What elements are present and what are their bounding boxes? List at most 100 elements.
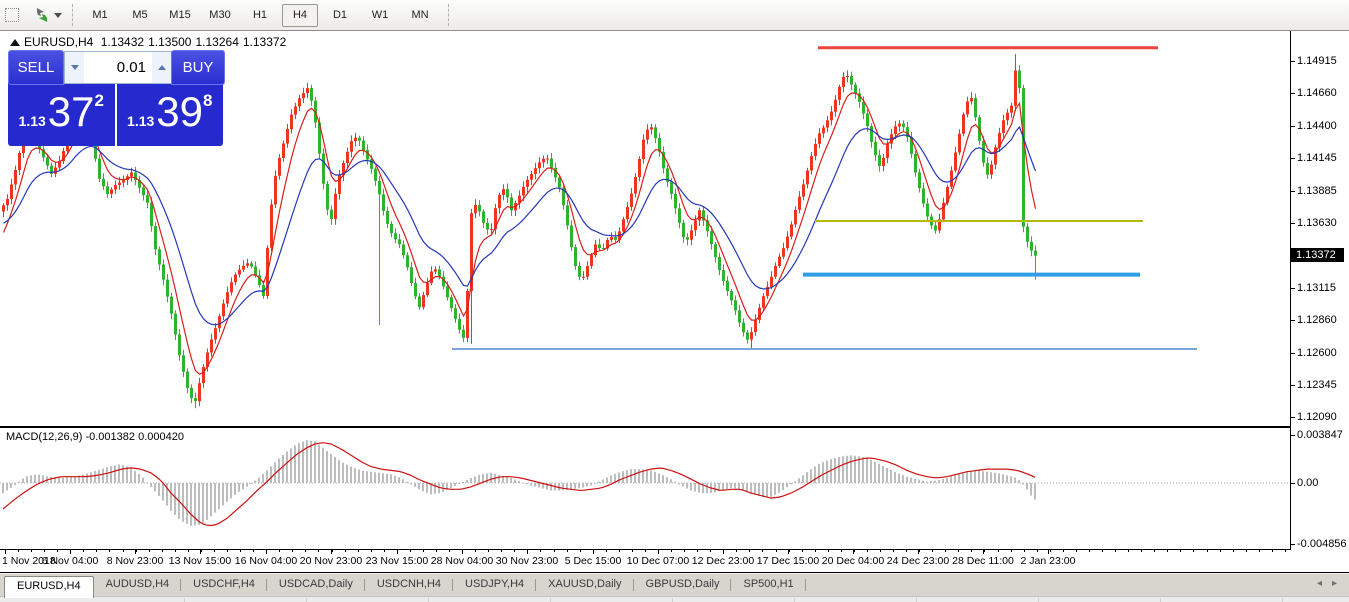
time-minor-tick: [828, 550, 829, 552]
time-minor-tick: [384, 550, 385, 552]
buy-button[interactable]: BUY: [171, 50, 225, 85]
chart-tab-USDCHF-H4[interactable]: USDCHF,H4: [181, 575, 267, 594]
chart-tab-AUDUSD-H4[interactable]: AUDUSD,H4: [94, 575, 182, 594]
time-minor-tick: [1167, 550, 1168, 552]
time-minor-tick: [188, 550, 189, 552]
time-minor-tick: [971, 550, 972, 552]
timeframe-button-D1[interactable]: D1: [332, 8, 348, 21]
sell-price-button[interactable]: 1.13 37 2: [8, 78, 117, 146]
time-major-tick: [527, 550, 528, 554]
timeframe-button-M30[interactable]: M30: [209, 8, 231, 21]
time-minor-tick: [1050, 550, 1051, 552]
time-axis-label: 10 Dec 07:00: [626, 555, 690, 567]
caret-up-icon: [157, 65, 166, 70]
panel-divider[interactable]: [0, 426, 1349, 428]
tab-scroll-left-icon[interactable]: ◂: [1316, 578, 1322, 589]
candlestick-chart: [2, 46, 1197, 409]
chart-tab-GBPUSD-Daily[interactable]: GBPUSD,Daily: [634, 575, 732, 594]
price-chart-panel[interactable]: EURUSD,H4 1.13432 1.13500 1.13264 1.13372 1…: [0, 31, 1290, 426]
time-major-tick: [200, 550, 201, 554]
time-minor-tick: [945, 550, 946, 552]
tab-scroll-right-icon[interactable]: ▸: [1331, 578, 1337, 589]
time-axis-label: 13 Nov 15:00: [168, 555, 232, 567]
time-minor-tick: [632, 550, 633, 552]
one-click-trading-panel: 1.13 37 2 1.13 39 8 SELL BUY: [8, 50, 225, 146]
time-major-tick: [70, 550, 71, 554]
time-axis[interactable]: 1 Nov 2018 6 Nov 04:00 8 Nov 23:00 13 Nov 1…: [0, 550, 1349, 572]
timeframes-dropdown-icon[interactable]: [30, 6, 64, 24]
trade-prices: 1.13 37 2 1.13 39 8: [8, 78, 223, 146]
chart-tab-USDJPY-H4[interactable]: USDJPY,H4: [453, 575, 537, 594]
sell-button[interactable]: SELL: [8, 50, 64, 85]
time-minor-tick: [1180, 550, 1181, 552]
buy-price-main: 39: [156, 88, 203, 135]
timeframe-button-H4[interactable]: H4: [282, 3, 318, 27]
panel-divider: [0, 572, 1349, 573]
caret-down-icon: [70, 65, 79, 70]
time-minor-tick: [292, 550, 293, 552]
macd-chart: [0, 440, 1290, 527]
timeframe-button-M15[interactable]: M15: [169, 8, 191, 21]
time-axis-label: 24 Dec 23:00: [886, 555, 950, 567]
time-minor-tick: [18, 550, 19, 552]
time-axis-label: 6 Nov 04:00: [41, 555, 99, 567]
chart-tab-USDCNH-H4[interactable]: USDCNH,H4: [365, 575, 454, 594]
chart-tab-EURUSD-H4[interactable]: EURUSD,H4: [4, 576, 94, 598]
time-minor-tick: [1220, 550, 1221, 552]
time-minor-tick: [305, 550, 306, 552]
timeframe-button-M1[interactable]: M1: [92, 8, 108, 21]
time-minor-tick: [1102, 550, 1103, 552]
time-minor-tick: [358, 550, 359, 552]
time-minor-tick: [1259, 550, 1260, 552]
high-value: 1.13500: [148, 35, 192, 49]
time-minor-tick: [710, 550, 711, 552]
macd-indicator-panel[interactable]: MACD(12,26,9) -0.001382 0.000420: [0, 428, 1290, 549]
chart-selection-icon[interactable]: [5, 6, 24, 24]
time-axis-label: 20 Dec 04:00: [821, 555, 885, 567]
time-major-tick: [918, 550, 919, 554]
time-major-tick: [658, 550, 659, 554]
volume-decrease-button[interactable]: [65, 52, 84, 83]
chart-tab-XAUUSD-Daily[interactable]: XAUUSD,Daily: [536, 575, 634, 594]
volume-input[interactable]: [84, 52, 152, 83]
time-minor-tick: [932, 550, 933, 552]
price-tick-label: 1.13630: [1291, 217, 1337, 229]
price-scale[interactable]: 1.14915 1.14660 1.14400 1.14145 1.13885 1.136…: [1290, 31, 1349, 572]
time-minor-tick: [162, 550, 163, 552]
dropdown-caret-icon: [53, 12, 62, 18]
timeframe-button-W1[interactable]: W1: [371, 8, 389, 21]
tab-scroll-controls: ◂ ▸: [1317, 574, 1349, 589]
time-minor-tick: [175, 550, 176, 552]
time-minor-tick: [906, 550, 907, 552]
time-minor-tick: [867, 550, 868, 552]
time-minor-tick: [423, 550, 424, 552]
chart-tab-bar: EURUSD,H4 AUDUSD,H4 USDCHF,H4 USDCAD,Daily U…: [0, 573, 1349, 598]
status-cell-divider: [306, 598, 307, 602]
time-minor-tick: [645, 550, 646, 552]
time-minor-tick: [514, 550, 515, 552]
status-cell-divider: [1038, 598, 1039, 602]
timeframe-button-H1[interactable]: H1: [252, 8, 268, 21]
time-minor-tick: [841, 550, 842, 552]
price-tick-label: 1.12345: [1291, 379, 1337, 391]
time-minor-tick: [762, 550, 763, 552]
time-minor-tick: [776, 550, 777, 552]
time-minor-tick: [123, 550, 124, 552]
time-minor-tick: [1024, 550, 1025, 552]
time-major-tick: [331, 550, 332, 554]
chart-tab-SP500-H1[interactable]: SP500,H1: [731, 575, 806, 594]
timeframe-button-M5[interactable]: M5: [132, 8, 148, 21]
toolbar-separator: [448, 4, 450, 26]
macd-tick-label: 0.00: [1290, 477, 1319, 489]
price-tick-label: 1.14660: [1291, 87, 1337, 99]
buy-price-button[interactable]: 1.13 39 8: [117, 78, 224, 146]
time-major-tick: [5, 550, 6, 554]
time-minor-tick: [201, 550, 202, 552]
time-minor-tick: [332, 550, 333, 552]
timeframe-button-MN[interactable]: MN: [411, 8, 429, 21]
buy-price-prefix: 1.13: [127, 113, 155, 129]
volume-increase-button[interactable]: [152, 52, 171, 83]
chart-tab-USDCAD-Daily[interactable]: USDCAD,Daily: [267, 575, 365, 594]
time-minor-tick: [580, 550, 581, 552]
